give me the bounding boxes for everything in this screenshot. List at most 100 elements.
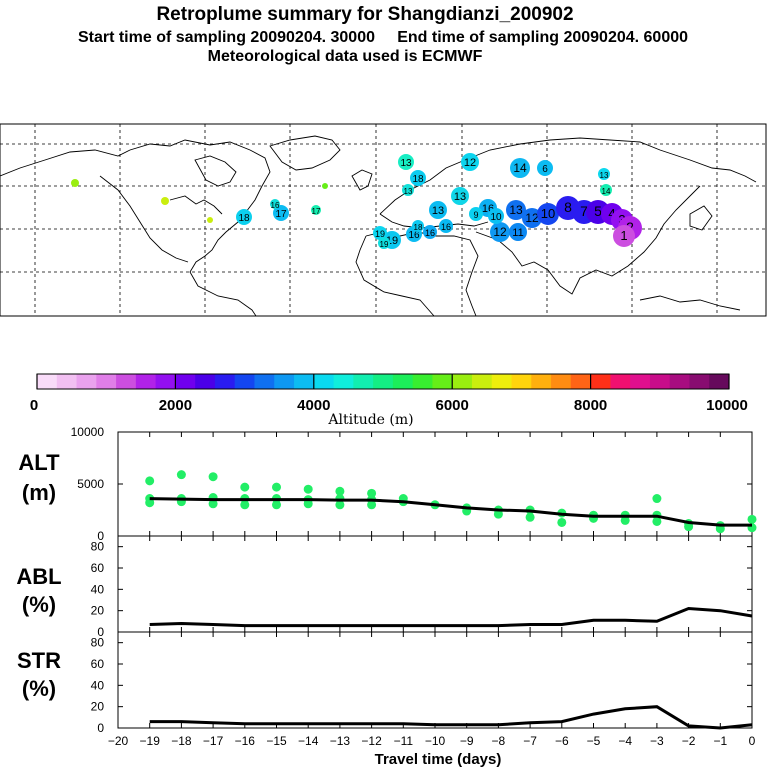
alt-point: [335, 486, 345, 496]
colorbar-swatch: [294, 374, 315, 389]
colorbar-swatch: [709, 374, 730, 389]
alt-point: [272, 482, 281, 492]
alt-point: [208, 472, 218, 482]
colorbar-swatch: [254, 374, 275, 389]
plume-marker-label: 5: [594, 203, 602, 219]
panel-label: ALT: [18, 450, 60, 475]
plume-marker: [398, 154, 414, 170]
x-tick-label: −17: [203, 734, 224, 748]
colorbar-swatch: [649, 374, 671, 389]
colorbar-swatch: [491, 374, 513, 389]
colorbar-swatch: [353, 374, 374, 389]
alt-point: [525, 512, 535, 522]
plume-marker: [509, 223, 527, 241]
alt-point: [652, 494, 662, 504]
plume-marker: [270, 199, 280, 209]
map-frame: [0, 123, 767, 317]
plume-marker: [510, 158, 530, 178]
plume-marker: [522, 208, 542, 228]
x-tick-label: 0: [749, 734, 756, 748]
x-tick-label: −13: [330, 734, 351, 748]
plume-marker-label: 1: [620, 228, 627, 243]
x-tick-label: −5: [587, 734, 601, 748]
plume-marker-label: 4: [608, 206, 615, 221]
colorbar-swatch: [373, 374, 394, 389]
x-axis-title: Travel time (days): [375, 751, 502, 768]
met-data-note: Meteorological data used is ECMWF: [208, 48, 483, 65]
plume-marker-label: 12: [525, 211, 539, 225]
plume-marker: [451, 187, 469, 205]
plume-marker: [490, 222, 510, 242]
y-tick-label: 80: [91, 636, 105, 650]
panel-unit: (%): [22, 592, 56, 617]
plume-marker: [461, 153, 479, 171]
series-line-alt: [149, 497, 752, 527]
alt-point: [176, 470, 186, 480]
plume-marker-label: 17: [275, 209, 287, 220]
plume-marker-label: 16: [271, 201, 280, 210]
plume-marker: [322, 183, 328, 189]
alt-point: [145, 476, 155, 486]
y-tick-label: 10000: [71, 425, 105, 439]
x-tick-label: −9: [460, 734, 474, 748]
colorbar-swatch: [412, 374, 433, 389]
series-line-abl: [149, 606, 753, 628]
colorbar-swatch: [313, 374, 335, 389]
plume-marker: [598, 168, 610, 180]
colorbar-swatch: [630, 374, 651, 389]
colorbar-swatch: [234, 374, 255, 389]
plume-marker-label: 18: [238, 213, 250, 224]
colorbar-tick-label: 2000: [159, 397, 192, 414]
plume-marker-label: 18: [412, 174, 424, 185]
sampling-times: Start time of sampling 20090204. 30000 E…: [78, 29, 688, 46]
colorbar-swatch: [155, 374, 176, 389]
colorbar-tick-label: 4000: [297, 397, 330, 414]
plume-marker-label: 16: [425, 228, 435, 238]
alt-point: [652, 516, 662, 526]
y-tick-label: 5000: [77, 477, 104, 491]
colorbar-swatch: [531, 374, 552, 389]
plume-marker: [161, 197, 169, 205]
plume-marker-label: 16: [408, 230, 420, 241]
plume-marker: [273, 205, 289, 221]
y-tick-label: 60: [91, 657, 105, 671]
y-tick-label: 0: [97, 721, 104, 735]
colorbar-swatch: [56, 374, 78, 389]
plume-marker-label: 13: [404, 187, 413, 196]
colorbar-tick-label: 0: [30, 397, 38, 414]
y-tick-label: 40: [91, 678, 105, 692]
y-tick-label: 0: [97, 529, 104, 543]
y-tick-label: 0: [97, 625, 104, 639]
series-line-str: [149, 705, 753, 730]
plume-marker-label: 13: [600, 171, 609, 180]
colorbar-swatch: [471, 374, 493, 389]
alt-point: [367, 500, 377, 510]
colorbar-swatch: [610, 374, 631, 389]
colorbar-swatch: [392, 374, 414, 389]
colorbar-swatch: [175, 374, 196, 389]
y-tick-label: 80: [91, 540, 105, 554]
alt-point: [272, 500, 281, 510]
alt-point: [493, 509, 503, 519]
x-tick-label: −7: [523, 734, 537, 748]
plume-marker: [469, 207, 483, 221]
x-tick-label: −3: [650, 734, 664, 748]
colorbar-swatch: [214, 374, 236, 389]
x-tick-label: −4: [618, 734, 632, 748]
x-tick-label: −10: [425, 734, 446, 748]
plume-marker-label: 8: [564, 199, 572, 215]
alt-point: [557, 517, 567, 527]
colorbar-swatch: [135, 374, 157, 389]
colorbar-swatch: [432, 374, 453, 389]
alt-point: [240, 500, 250, 510]
plume-marker: [412, 220, 424, 232]
plume-marker-label: 13: [454, 191, 466, 203]
plume-marker: [600, 184, 612, 196]
plume-marker-label: 13: [509, 203, 523, 217]
colorbar-swatch: [570, 374, 592, 389]
map-panel: [0, 123, 767, 317]
x-tick-label: −11: [394, 734, 414, 748]
plume-marker: [402, 184, 414, 196]
x-tick-label: −8: [492, 734, 506, 748]
